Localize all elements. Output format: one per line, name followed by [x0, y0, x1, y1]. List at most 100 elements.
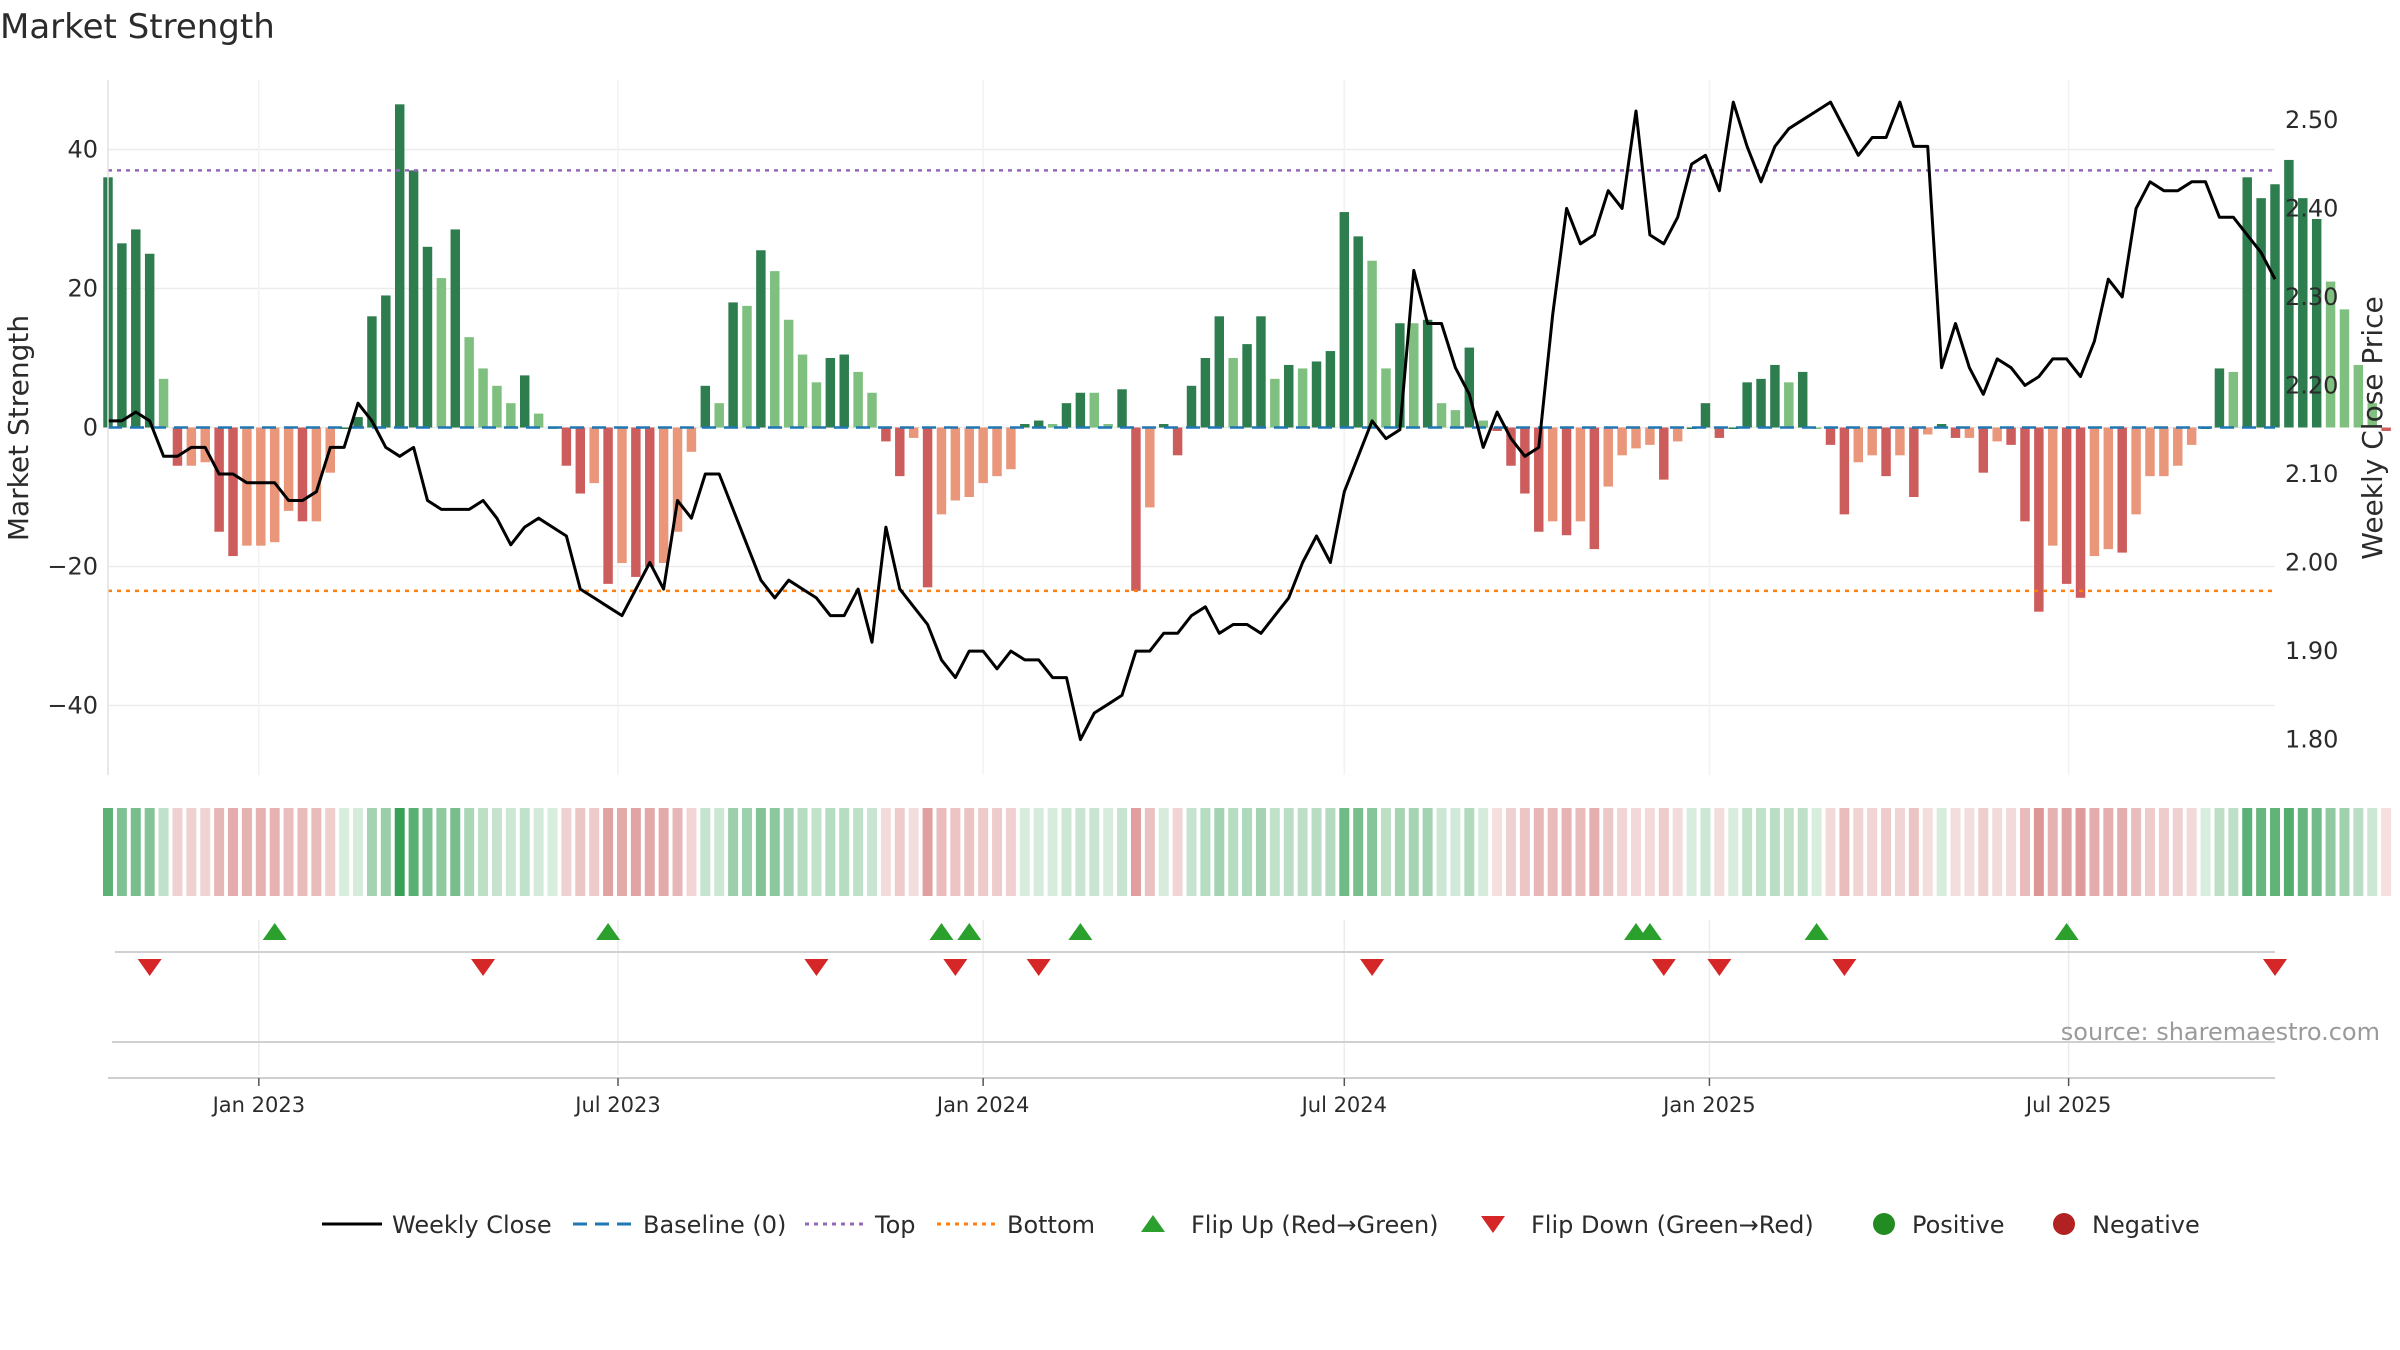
strength-bar	[311, 427, 322, 522]
heat-cell	[2033, 808, 2044, 896]
heat-cell	[589, 808, 600, 896]
strength-bar	[1311, 361, 1322, 428]
heat-cell	[464, 808, 475, 896]
heat-cell	[200, 808, 211, 896]
heat-cell	[478, 808, 489, 896]
heat-cell	[1519, 808, 1530, 896]
heat-cell	[1436, 808, 1447, 896]
heat-cell	[1811, 808, 1822, 896]
heat-cell	[1089, 808, 1100, 896]
strength-bar	[117, 243, 127, 428]
strength-heat-strip	[103, 808, 2392, 896]
strength-bar	[1200, 358, 1211, 428]
heat-cell	[1825, 808, 1836, 896]
heat-cell	[2283, 808, 2294, 896]
axes: 40 20 0 −20 −40 2.50 2.40 2.30 2.20 2.10 2.00 1.90 1…	[47, 80, 2338, 775]
strength-bar	[853, 371, 863, 428]
strength-bar	[256, 427, 266, 546]
strength-bar	[2270, 184, 2280, 428]
y-right-tick-label: 2.50	[2285, 106, 2338, 134]
flip-up-marker	[1068, 923, 1093, 940]
strength-bar	[992, 427, 1002, 477]
strength-bar	[1061, 403, 1072, 428]
heat-cell	[1478, 808, 1489, 896]
heat-cell	[1255, 808, 1266, 896]
strength-bar	[2075, 427, 2086, 598]
strength-bar	[964, 427, 974, 497]
strength-bar	[756, 250, 766, 428]
heat-cell	[1422, 808, 1433, 896]
heat-cell	[1839, 808, 1850, 896]
heat-cell	[1853, 808, 1864, 896]
legend-label: Weekly Close	[392, 1211, 552, 1239]
heat-cell	[1936, 808, 1947, 896]
strength-bar	[631, 427, 641, 577]
legend-item: Positive	[1873, 1211, 2005, 1239]
heat-cell	[1714, 808, 1725, 896]
heat-cell	[144, 808, 155, 896]
heat-cell	[867, 808, 877, 896]
heat-cell	[1408, 808, 1419, 896]
flip-down-marker	[1707, 959, 1732, 976]
strength-bar	[561, 427, 572, 466]
heat-cell	[1631, 808, 1642, 896]
chart-title: Market Strength	[0, 7, 275, 47]
strength-bar	[1950, 427, 1961, 438]
strength-bar	[2048, 427, 2058, 546]
strength-bar	[2117, 427, 2127, 553]
heat-cell	[1769, 808, 1780, 896]
strength-bar	[520, 375, 530, 428]
heat-cell	[575, 808, 586, 896]
heat-cell	[755, 808, 766, 896]
heat-cell	[2228, 808, 2239, 896]
heat-cell	[269, 808, 280, 896]
strength-bar	[2284, 159, 2294, 428]
legend: Weekly Close Baseline (0) Top Bottom Flip Up…	[322, 1211, 2200, 1239]
strength-bar	[728, 302, 738, 428]
strength-bar	[492, 385, 502, 428]
x-tick-label: Jan 2025	[1661, 1093, 1756, 1117]
heat-cell	[103, 808, 113, 896]
strength-bar	[2173, 427, 2183, 466]
heat-cell	[1117, 808, 1128, 896]
flip-down-marker	[471, 959, 496, 976]
strength-bar	[1325, 351, 1336, 428]
legend-label: Bottom	[1007, 1211, 1095, 1239]
strength-bar	[2034, 427, 2044, 612]
heat-cell	[1978, 808, 1989, 896]
heat-cell	[1686, 808, 1697, 896]
heat-cell	[380, 808, 391, 896]
heat-cell	[797, 808, 808, 896]
strength-bar	[2061, 427, 2072, 584]
strength-bar	[1158, 424, 1169, 428]
strength-bar	[1047, 424, 1058, 428]
price-line	[108, 100, 2277, 742]
strength-bar	[2311, 219, 2322, 428]
heat-cell	[2200, 808, 2211, 896]
y-left-tick-label: −40	[47, 692, 98, 720]
strength-bar	[1700, 403, 1711, 428]
heat-cell	[1047, 808, 1058, 896]
strength-bar	[714, 403, 724, 428]
flip-up-marker	[1804, 923, 1829, 940]
flip-down-marker	[1360, 959, 1385, 976]
heat-cell	[1547, 808, 1558, 896]
strength-bar	[1811, 427, 1822, 429]
strength-bar	[1297, 368, 1308, 428]
heat-cell	[1186, 808, 1197, 896]
heat-cell	[1450, 808, 1461, 896]
heat-cell	[2131, 808, 2142, 896]
strength-bar	[367, 316, 377, 428]
strength-bar	[603, 427, 613, 584]
strength-bar	[381, 295, 391, 428]
legend-item: Flip Down (Green→Red)	[1481, 1211, 1814, 1239]
heat-cell	[978, 808, 989, 896]
heat-cell	[1950, 808, 1961, 896]
heat-cell	[353, 808, 364, 896]
heat-cell	[1269, 808, 1280, 896]
strength-bar	[131, 229, 141, 428]
strength-bar	[283, 427, 294, 511]
strength-bar	[1672, 427, 1683, 442]
heat-cell	[908, 808, 919, 896]
flip-up-marker	[1637, 923, 1662, 940]
